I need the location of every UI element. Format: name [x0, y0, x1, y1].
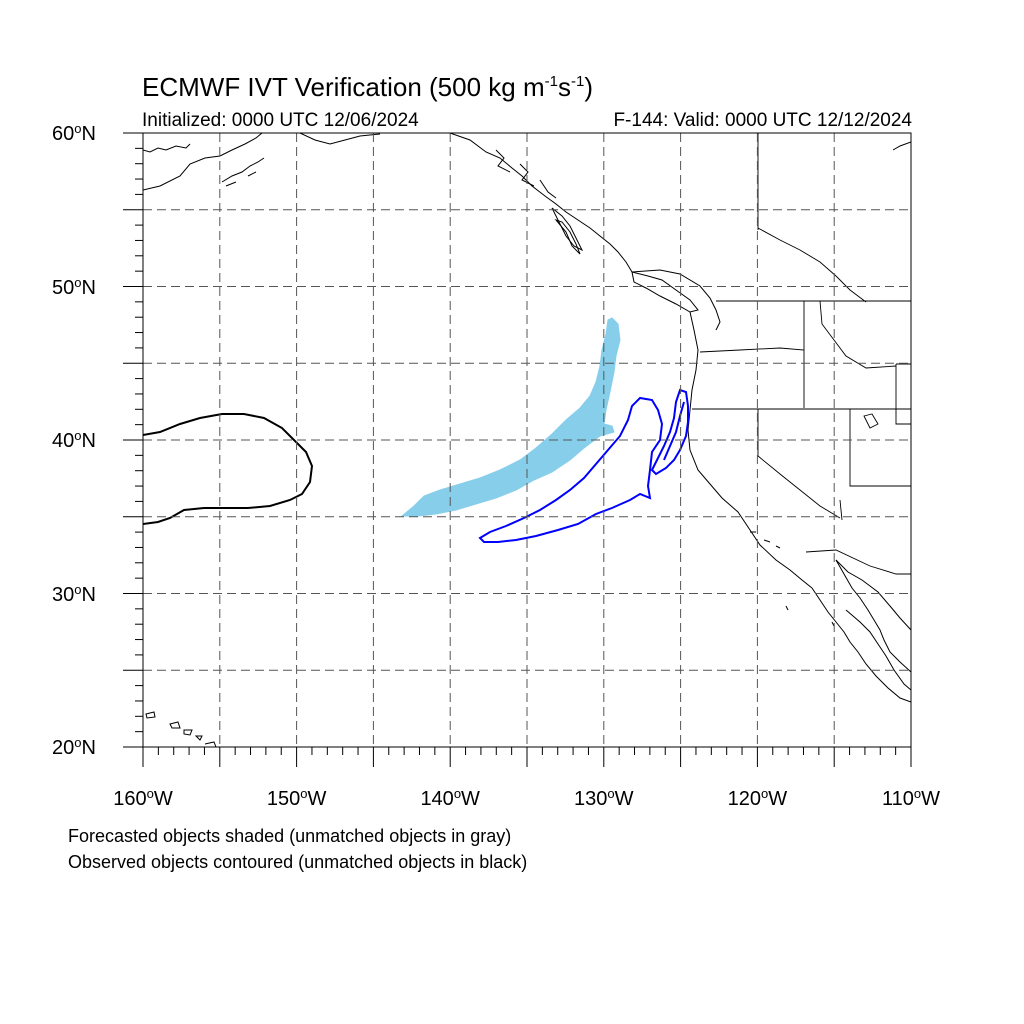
- lon-tick-label: 110oW: [881, 786, 940, 810]
- chart-title: ECMWF IVT Verification (500 kg m-1s-1): [142, 72, 593, 102]
- observed-note: Observed objects contoured (unmatched ob…: [68, 852, 528, 872]
- baja-coast-west: [811, 587, 911, 703]
- observed-object-unmatched: [143, 413, 314, 525]
- haida-gwaii: [554, 218, 581, 255]
- lon-tick-label: 120oW: [727, 786, 788, 810]
- lon-tick-label: 130oW: [574, 786, 634, 810]
- us-west-coast: [687, 311, 813, 589]
- lat-tick-label: 30oN: [52, 581, 96, 606]
- gulf-of-california: [835, 559, 911, 631]
- forecast-note: Forecasted objects shaded (unmatched obj…: [68, 826, 512, 846]
- political-borders: [692, 133, 911, 575]
- lat-tick-label: 40oN: [52, 428, 96, 452]
- alaska-southeast-top: [299, 133, 381, 145]
- great-salt-lake: [863, 413, 879, 429]
- ca-nv-border: [757, 409, 841, 519]
- idaho-border: [803, 300, 897, 369]
- panhandle-coast: [449, 133, 633, 273]
- wa-or-border: [699, 347, 805, 408]
- baja-coast-east: [835, 559, 911, 673]
- mexico-mainland: [845, 609, 911, 691]
- canada-inland: [757, 227, 867, 303]
- channel-islands: [750, 531, 835, 627]
- observed-object-contour-2-inner: [663, 401, 685, 461]
- lat-tick-label: 50oN: [52, 274, 96, 299]
- hudson-coast-top-right: [892, 141, 911, 151]
- coastlines: [143, 133, 911, 747]
- ut-co-border: [895, 363, 911, 425]
- lat-tick-label: 60oN: [52, 121, 96, 145]
- lon-tick-label: 150oW: [266, 786, 327, 810]
- alaska-coast-upper: [143, 143, 191, 153]
- forecast-object-shaded: [400, 317, 621, 517]
- kodiak-islands: [221, 157, 265, 187]
- init-time-label: Initialized: 0000 UTC 12/06/2024: [142, 110, 419, 131]
- hawaii-islands: [145, 711, 217, 747]
- alaska-peninsula-coast: [143, 133, 263, 191]
- vancouver-island: [631, 271, 699, 313]
- lon-tick-label: 160oW: [113, 786, 173, 810]
- valid-time-label: F-144: Valid: 0000 UTC 12/12/2024: [613, 110, 912, 131]
- observed-object-contour-2: [650, 388, 689, 476]
- nv-az-border: [839, 409, 911, 521]
- grid-lines: [143, 133, 911, 747]
- lat-tick-label: 20oN: [52, 735, 96, 759]
- axis-ticks: [123, 132, 912, 767]
- lon-tick-label: 140oW: [420, 786, 480, 810]
- us-mexico-border: [805, 549, 911, 575]
- panhandle-islands: [495, 149, 584, 252]
- observed-object-contour-1: [478, 396, 664, 543]
- bc-mainland-coast: [631, 269, 721, 331]
